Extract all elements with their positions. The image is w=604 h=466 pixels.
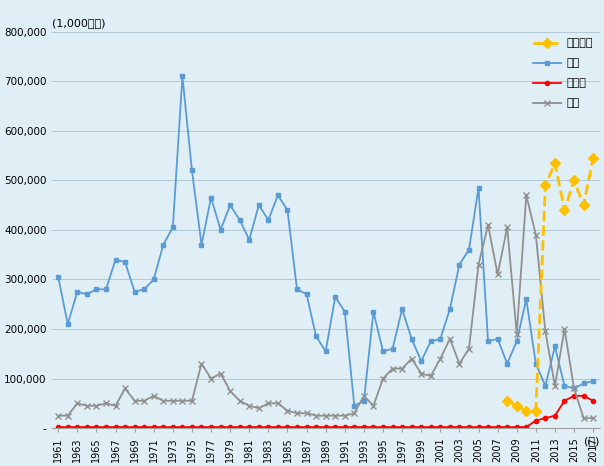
オレンジ [590,155,597,161]
コメ [590,415,597,421]
綿花 [83,292,91,297]
綿花 [74,289,81,295]
Legend: オレンジ, 綿花, トマト, コメ: オレンジ, 綿花, トマト, コメ [529,34,597,113]
オレンジ [532,408,539,413]
トマト [570,393,577,398]
コメ [54,413,62,418]
コメ [427,373,434,379]
綿花 [590,378,597,384]
綿花 [446,306,454,312]
コメ [198,361,205,366]
綿花 [207,195,214,200]
コメ [83,403,91,409]
トマト [427,424,434,430]
トマト [198,424,205,430]
コメ [580,415,587,421]
トマト [83,424,91,430]
トマト [590,398,597,404]
コメ [522,192,530,198]
トマト [54,424,62,430]
Text: (1,000ドル): (1,000ドル) [51,18,105,28]
コメ [74,400,81,406]
綿花 [179,74,186,79]
トマト [284,424,291,430]
オレンジ [551,160,559,166]
オレンジ [522,408,530,413]
オレンジ [504,398,511,404]
オレンジ [570,178,577,183]
Line: オレンジ: オレンジ [504,155,597,414]
綿花 [54,274,62,280]
Line: コメ: コメ [56,192,596,421]
トマト [417,424,425,430]
オレンジ [561,207,568,213]
トマト [74,424,81,430]
オレンジ [580,202,587,208]
Line: 綿花: 綿花 [56,74,596,408]
綿花 [437,336,444,342]
オレンジ [542,183,549,188]
コメ [284,408,291,413]
Text: (年): (年) [585,436,600,446]
オレンジ [513,403,521,409]
Line: トマト: トマト [56,394,595,429]
綿花 [351,403,358,409]
コメ [417,371,425,377]
綿花 [294,287,301,292]
